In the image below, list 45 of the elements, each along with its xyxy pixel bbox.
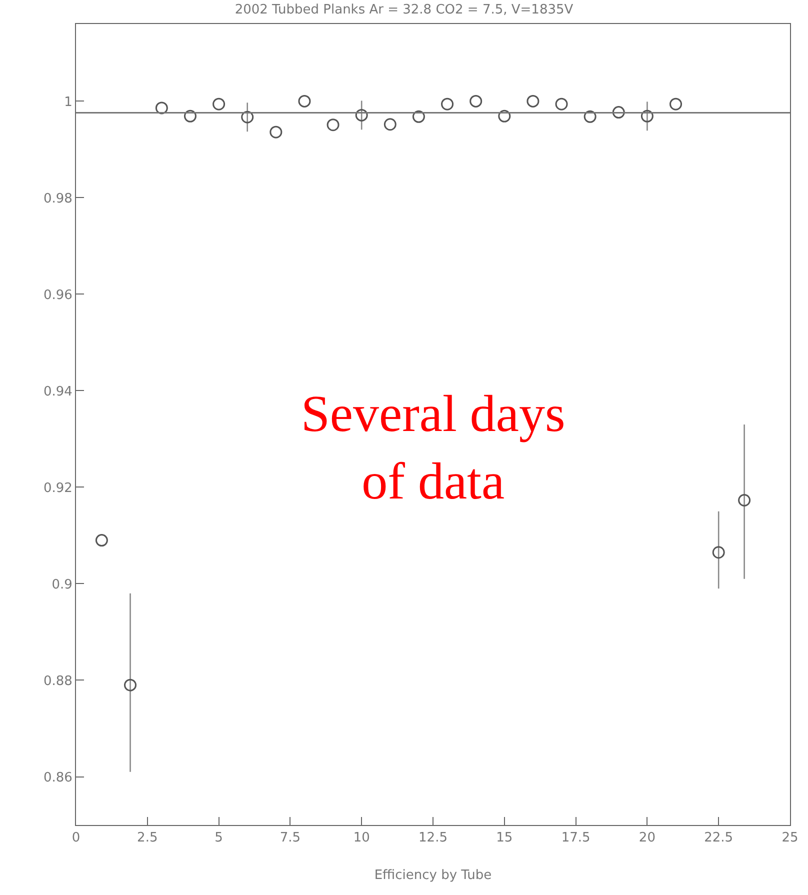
y-tick-label: 0.86 [43,770,72,786]
point [738,494,751,507]
point [326,118,340,132]
x-tick-label: 15 [496,830,513,846]
point [212,98,226,110]
x-tick-label: 0 [72,830,80,846]
point [470,94,482,108]
point [298,94,311,108]
point [155,102,168,114]
x-tick-label: 25 [782,830,798,846]
x-tick-label: 5 [214,830,223,846]
point [612,106,625,119]
point [270,126,282,138]
y-tick-label: 0.9 [52,577,72,592]
point [640,110,654,122]
point [412,110,425,123]
x-tick-label: 20 [638,830,656,846]
point [555,98,568,110]
point [584,110,596,123]
x-tick-label: 10 [353,830,370,846]
point [670,98,682,110]
y-tick-label: 0.92 [43,480,72,496]
x-tick-label: 7.5 [280,830,301,846]
x-tick-label: 17.5 [561,830,590,846]
x-tick-label: 12.5 [418,830,448,846]
y-tick-label: 0.96 [43,288,72,303]
point [95,534,108,547]
point [712,546,725,559]
x-tick-label: 22.5 [704,830,734,846]
y-tick-label: 0.88 [43,674,72,689]
point [498,110,511,122]
chart-title: 2002 Tubbed Planks Ar = 32.8 CO2 = 7.5, V=1835V [234,2,574,18]
y-tick-label: 1 [64,94,72,110]
point [355,108,368,122]
annotation: Several days of data [301,386,566,511]
y-tick-label: 0.98 [43,191,72,206]
point [241,110,254,124]
y-tick-label: 0.94 [43,384,72,400]
point [384,118,396,131]
x-axis-title: Efficiency by Tube [374,868,492,884]
point [124,678,137,692]
point [184,110,196,122]
x-tick-label: 2.5 [137,830,158,846]
point [526,94,540,108]
point [441,98,454,110]
